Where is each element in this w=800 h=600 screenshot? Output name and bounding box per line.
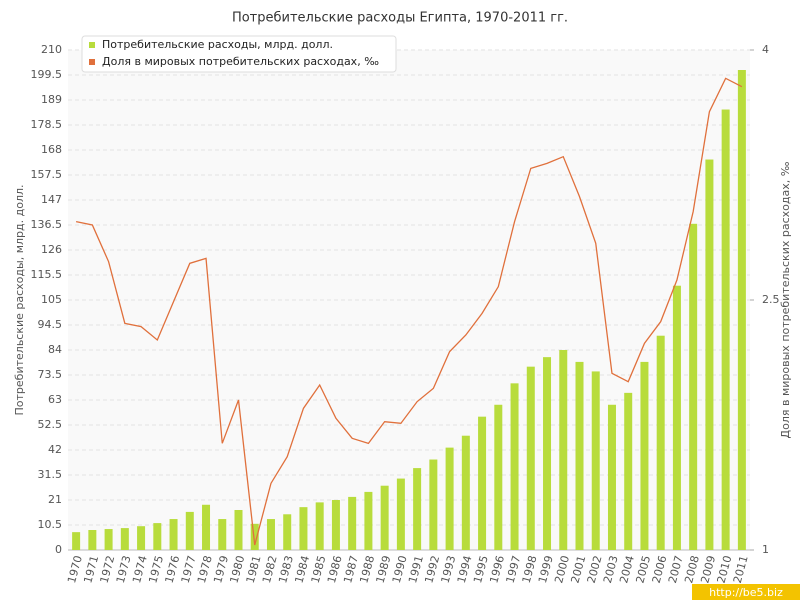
y-tick-label: 10.5 [38,518,63,531]
bar [202,504,211,550]
y-tick-label: 0 [55,543,62,556]
y-tick-label: 147 [41,193,62,206]
bar [689,223,698,551]
bar [445,447,454,550]
chart-title: Потребительские расходы Египта, 1970-201… [232,11,568,26]
y-tick-label: 84 [48,343,62,356]
bar [624,392,633,550]
y-tick-label: 63 [48,393,62,406]
bar [315,502,324,550]
y-tick-label: 94.5 [38,318,63,331]
bar [380,485,389,550]
y-tick-label: 105 [41,293,62,306]
legend-label: Потребительские расходы, млрд. долл. [102,38,333,51]
bar [137,526,146,550]
bar [526,366,535,550]
bar [396,478,405,550]
watermark-bg [692,584,800,600]
bar [185,511,194,550]
legend-label: Доля в мировых потребительских расходах,… [102,55,379,68]
bar [413,468,422,550]
y-tick-label: 42 [48,443,62,456]
legend-box [81,35,397,73]
bar [429,459,438,550]
bar [672,285,681,550]
y-tick-label: 73.5 [38,368,63,381]
y2-axis-label: Доля в мировых потребительских расходах,… [779,161,792,438]
bar [478,416,487,550]
y-tick-label: 168 [41,143,62,156]
bar [169,519,178,550]
bar [737,70,746,550]
bar [266,519,275,550]
legend-marker [89,59,95,65]
bar [575,361,584,550]
bar [543,357,552,550]
bar [72,532,81,550]
bar [88,530,97,550]
y-tick-label: 52.5 [38,418,63,431]
bar [461,435,470,550]
y-tick-label: 31.5 [38,468,63,481]
bar [331,500,340,550]
bar [104,529,113,550]
bar [299,507,308,550]
y2-tick-label: 2.5 [762,293,780,306]
y-tick-label: 157.5 [31,168,63,181]
watermark: http://be5.biz [709,586,783,599]
bar [348,496,357,550]
bar [494,404,503,550]
bar [364,491,373,550]
bar [283,514,292,550]
bar [705,159,714,550]
legend-marker [89,42,95,48]
bar [120,528,129,550]
line [75,77,743,546]
y-tick-label: 189 [41,93,62,106]
y-tick-label: 136.5 [31,218,63,231]
bar [250,523,259,550]
bar [234,510,243,550]
bar [656,335,665,550]
bar [510,383,519,550]
y-tick-label: 178.5 [31,118,63,131]
y-tick-label: 126 [41,243,62,256]
y2-tick-label: 4 [762,43,769,56]
y-tick-label: 199.5 [31,68,63,81]
bar [591,371,600,550]
bar [559,350,568,550]
bar [218,519,227,550]
y-tick-label: 21 [48,493,62,506]
y2-tick-label: 1 [762,543,769,556]
bar [153,523,162,550]
bar [721,109,730,551]
bar [607,404,616,550]
y-tick-label: 210 [41,43,62,56]
y-tick-label: 115.5 [31,268,63,281]
bar [640,361,649,550]
y-axis-label: Потребительские расходы, млрд. долл. [13,185,26,416]
